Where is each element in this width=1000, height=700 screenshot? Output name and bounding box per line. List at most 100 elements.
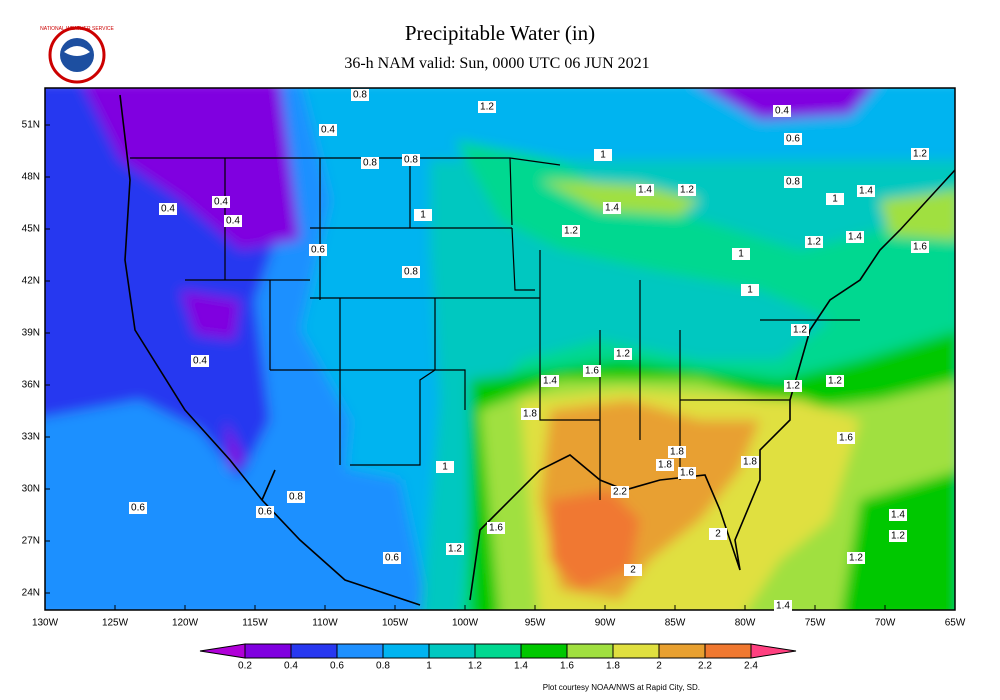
contour-label-box xyxy=(911,241,929,253)
contour-label-box xyxy=(741,456,759,468)
contour-label-box xyxy=(636,184,654,196)
contour-label: 1.2 xyxy=(913,149,927,160)
colorbar-label: 0.2 xyxy=(238,661,252,672)
contour-label-box xyxy=(678,184,696,196)
contour-label-box xyxy=(611,486,629,498)
colorbar-label: 2.2 xyxy=(698,661,712,672)
contour-label: 2 xyxy=(630,565,636,576)
subtitle: 36-h NAM valid: Sun, 0000 UTC 06 JUN 202… xyxy=(344,55,649,72)
contour-label: 0.4 xyxy=(226,216,240,227)
contour-label: 1 xyxy=(600,150,606,161)
contour-label-box xyxy=(521,408,539,420)
contour-label: 2 xyxy=(715,529,721,540)
contour-label: 0.8 xyxy=(289,492,303,503)
contour-label: 1 xyxy=(747,285,753,296)
contour-label-box xyxy=(436,461,454,473)
colorbar-label: 1.2 xyxy=(468,661,482,672)
contour-label-box xyxy=(212,196,230,208)
contour-label-box xyxy=(837,432,855,444)
contour-label: 1.4 xyxy=(543,376,557,387)
contour-label-box xyxy=(846,231,864,243)
contour-label: 0.8 xyxy=(404,267,418,278)
contour-label: 1.2 xyxy=(480,102,494,113)
contour-label-box xyxy=(791,324,809,336)
contour-label: 1.6 xyxy=(680,468,694,479)
contour-label: 1.4 xyxy=(605,203,619,214)
colorbar-segment xyxy=(474,643,522,659)
lon-label: 95W xyxy=(525,618,546,629)
contour-label-box xyxy=(847,552,865,564)
credit: Plot courtesy NOAA/NWS at Rapid City, SD… xyxy=(543,683,700,692)
lat-label: 51N xyxy=(22,120,40,131)
field-region xyxy=(45,420,304,610)
contour-label-box xyxy=(614,348,632,360)
lon-label: 125W xyxy=(102,618,129,629)
lat-label: 24N xyxy=(22,588,40,599)
colorbar-segment xyxy=(428,643,476,659)
contour-label: 1 xyxy=(420,210,426,221)
contour-label-box xyxy=(624,564,642,576)
contour-label: 0.8 xyxy=(353,90,367,101)
contour-label: 1.2 xyxy=(786,381,800,392)
contour-label-box xyxy=(784,133,802,145)
contour-label: 1.2 xyxy=(616,349,630,360)
contour-label: 1 xyxy=(738,249,744,260)
lat-label: 27N xyxy=(22,536,40,547)
contour-label-box xyxy=(594,149,612,161)
contour-label-box xyxy=(826,375,844,387)
colorbar-segment xyxy=(244,643,292,659)
lat-label: 45N xyxy=(22,224,40,235)
contour-label-box xyxy=(773,105,791,117)
colorbar-end xyxy=(750,643,797,659)
contour-label-box xyxy=(129,502,147,514)
colorbar-label: 2 xyxy=(656,661,662,672)
contour-label-box xyxy=(784,380,802,392)
lat-label: 39N xyxy=(22,328,40,339)
colorbar-segment xyxy=(658,643,706,659)
contour-label: 1.4 xyxy=(891,510,905,521)
contour-label: 0.8 xyxy=(363,158,377,169)
contour-label: 1.2 xyxy=(793,325,807,336)
contour-label-box xyxy=(402,266,420,278)
contour-label-box xyxy=(414,209,432,221)
lon-label: 90W xyxy=(595,618,616,629)
colorbar-label: 1 xyxy=(426,661,432,672)
contour-label: 0.8 xyxy=(404,155,418,166)
colorbar-label: 0.8 xyxy=(376,661,390,672)
field xyxy=(45,88,955,610)
colorbar-label: 1.6 xyxy=(560,661,574,672)
field-region xyxy=(550,490,640,590)
contour-label-box xyxy=(541,375,559,387)
contour-label-box xyxy=(774,600,792,612)
logo: NATIONAL WEATHER SERVICE xyxy=(40,26,115,84)
colorbar-label: 1.8 xyxy=(606,661,620,672)
title: Precipitable Water (in) xyxy=(405,21,595,45)
contour-label: 1.2 xyxy=(448,544,462,555)
contour-label: 0.4 xyxy=(321,125,335,136)
contour-label-box xyxy=(678,467,696,479)
colorbar-segment xyxy=(612,643,660,659)
colorbar-label: 2.4 xyxy=(744,661,758,672)
colorbar-segment xyxy=(382,643,430,659)
contour-label-box xyxy=(383,552,401,564)
contour-label: 1.6 xyxy=(585,366,599,377)
contour-label: 0.4 xyxy=(775,106,789,117)
lat-label: 42N xyxy=(22,276,40,287)
contour-label-box xyxy=(732,248,750,260)
contour-label: 0.6 xyxy=(385,553,399,564)
colorbar: 0.2 0.4 0.6 0.8 1 1.2 1.4 1.6 1.8 2 2.2 2.4 xyxy=(199,643,797,672)
contour-label-box xyxy=(826,193,844,205)
contour-label-box xyxy=(446,543,464,555)
contour-label-box xyxy=(319,124,337,136)
colorbar-segment xyxy=(336,643,384,659)
contour-label-box xyxy=(668,446,686,458)
contour-label: 1.2 xyxy=(891,531,905,542)
contour-label-box xyxy=(191,355,209,367)
logo-text: NATIONAL WEATHER SERVICE xyxy=(40,26,114,32)
colorbar-end xyxy=(199,643,246,659)
contour-label-box xyxy=(478,101,496,113)
lon-label: 70W xyxy=(875,618,896,629)
lon-label: 65W xyxy=(945,618,966,629)
